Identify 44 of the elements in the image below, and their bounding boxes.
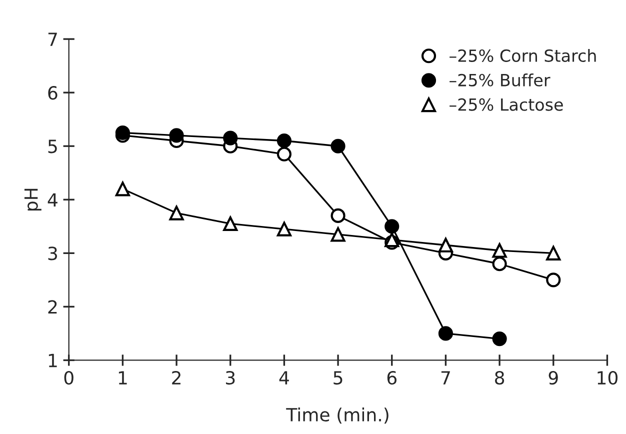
y-tick-label: 4 (48, 193, 58, 206)
legend-label: –25% Corn Starch (450, 49, 596, 62)
point (330, 227, 346, 242)
x-tick-label: 2 (172, 370, 180, 384)
point (276, 222, 292, 236)
point (223, 216, 238, 232)
x-tick-label: 3 (226, 370, 235, 385)
point (115, 182, 130, 196)
x-tick-label: 7 (441, 371, 450, 384)
legend-label: –25% Buffer (450, 74, 550, 86)
y-tick-label: 3 (48, 246, 57, 260)
y-tick-label: 6 (48, 86, 58, 100)
point (330, 208, 346, 223)
y-tick-label: 7 (48, 32, 57, 46)
point (115, 125, 130, 140)
point (276, 146, 292, 162)
y-tick-label: 2 (48, 300, 57, 314)
point (546, 272, 561, 288)
point (276, 133, 292, 148)
x-tick-label: 5 (334, 371, 342, 385)
y-axis-title: pH (24, 188, 42, 211)
point (169, 206, 184, 220)
y-tick-label: 5 (48, 140, 57, 154)
x-tick-label: 1 (118, 371, 127, 384)
point (330, 138, 346, 154)
point (438, 326, 454, 341)
point (492, 332, 507, 346)
x-tick-label: 9 (548, 370, 558, 385)
point (546, 246, 561, 260)
y-tick-label: 1 (48, 354, 57, 368)
point (169, 128, 184, 143)
x-tick-label: 0 (64, 370, 74, 385)
x-tick-label: 6 (387, 370, 396, 385)
point (384, 232, 400, 248)
point (492, 256, 507, 272)
legend-label: –25% Lactose (450, 98, 563, 111)
x-tick-label: 4 (279, 371, 289, 384)
x-axis-title: Time (min.) (286, 408, 388, 424)
point (384, 219, 400, 234)
point (223, 130, 238, 146)
point (438, 238, 454, 252)
x-tick-label: 10 (598, 370, 618, 385)
x-tick-label: 8 (495, 370, 504, 385)
point (492, 243, 507, 258)
